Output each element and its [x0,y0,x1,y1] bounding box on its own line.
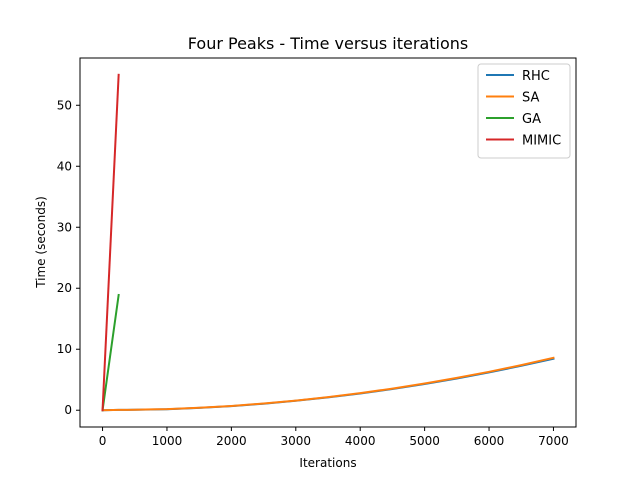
legend-label-sa: SA [522,91,539,106]
plot-lines [101,73,555,412]
x-tick-label: 2000 [216,434,247,448]
x-tick-label: 6000 [474,434,505,448]
x-tick-label: 3000 [281,434,312,448]
y-axis-label: Time (seconds) [34,196,48,289]
y-tick-label: 30 [57,220,72,234]
x-axis-label: Iterations [299,456,356,470]
x-tick-label: 4000 [345,434,376,448]
y-tick-label: 0 [64,403,72,417]
x-axis-ticks: 0 1000 2000 3000 4000 5000 6000 7000 [99,427,569,448]
legend-box [477,63,571,159]
x-tick-label: 5000 [409,434,440,448]
series-line-mimic [101,73,120,412]
legend-label-rhc: RHC [522,69,550,84]
x-tick-label: 1000 [152,434,183,448]
x-tick-label: 7000 [538,434,569,448]
legend: RHC SA GA MIMIC [477,63,571,159]
y-axis-ticks: 0 10 20 30 40 50 [57,98,80,417]
legend-label-ga: GA [522,112,541,127]
y-tick-label: 10 [57,342,72,356]
x-tick-label: 0 [99,434,107,448]
y-tick-label: 40 [57,159,72,173]
y-tick-label: 50 [57,98,72,112]
series-line-sa [101,356,555,412]
series-line-rhc [101,357,555,412]
series-line-ga [101,293,120,412]
chart-title: Four Peaks - Time versus iterations [188,34,468,53]
plot-frame [79,57,577,428]
legend-label-mimic: MIMIC [522,134,561,149]
y-tick-label: 20 [57,281,72,295]
